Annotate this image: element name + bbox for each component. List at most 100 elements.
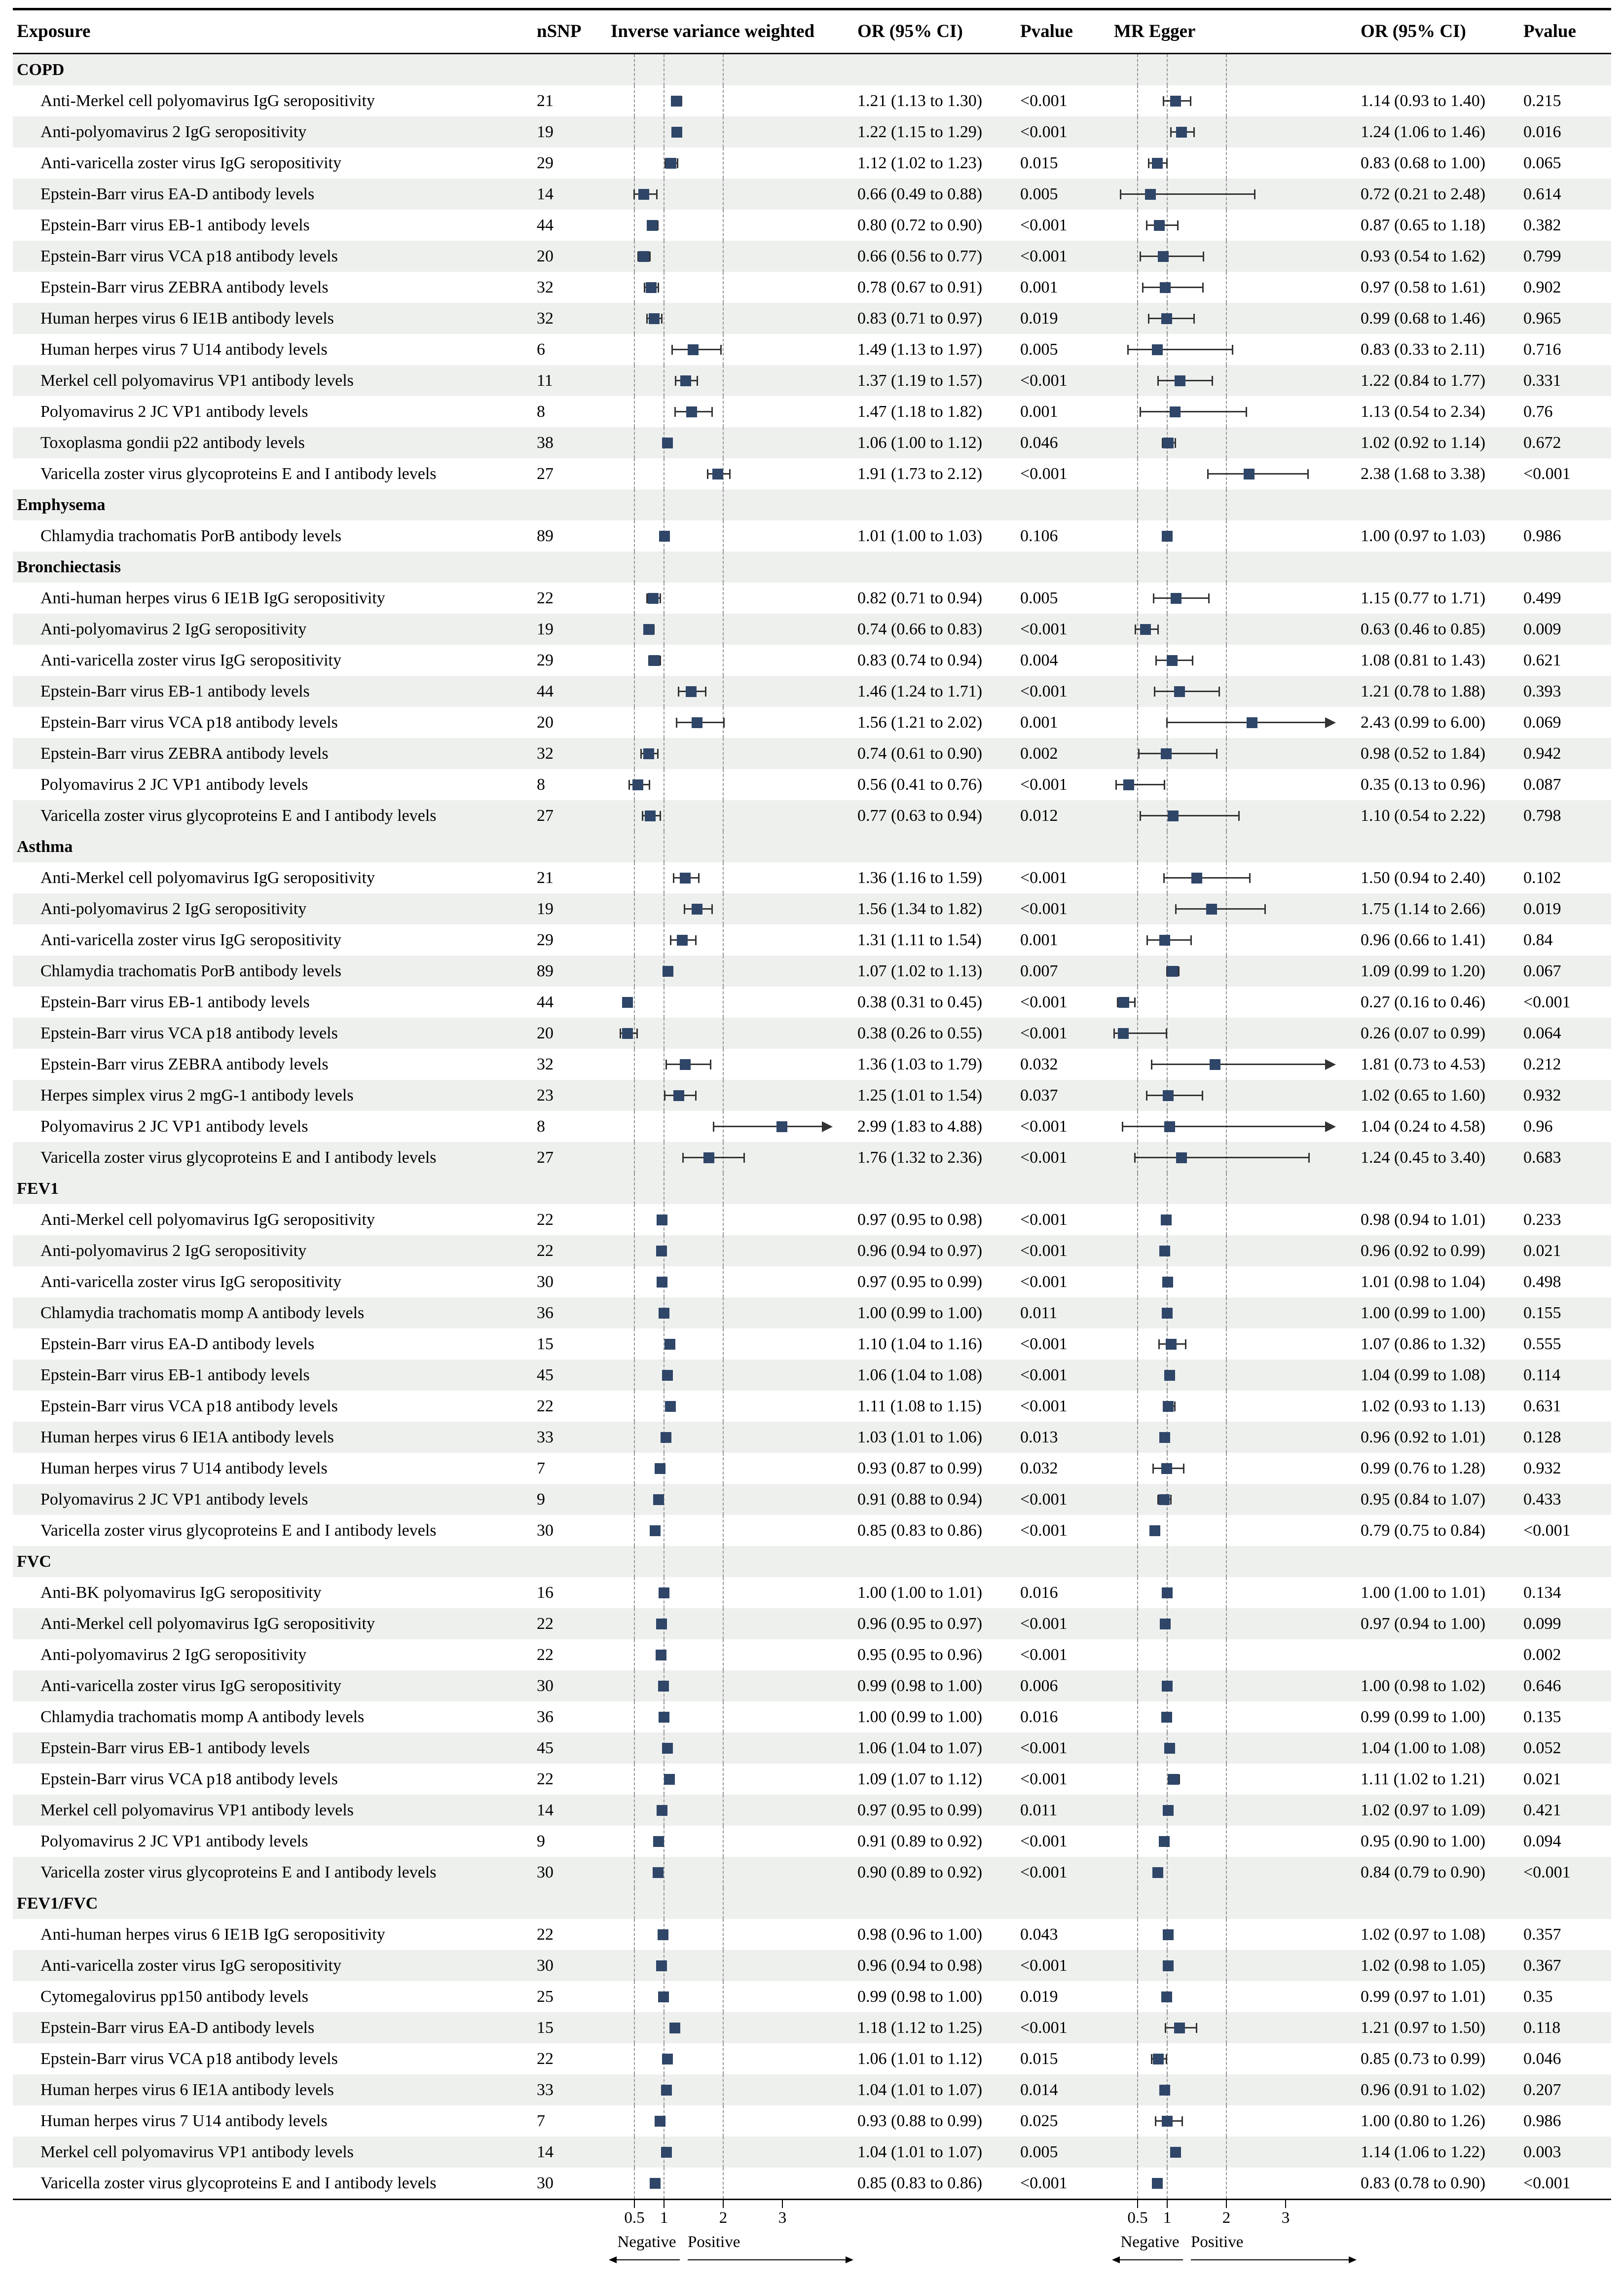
ivw-forest-cell: [610, 1670, 856, 1701]
egger-pvalue: 0.621: [1523, 651, 1561, 669]
reference-line: [634, 1266, 635, 1297]
nsnp-value: 23: [537, 1086, 554, 1105]
ci-cap-left: [1207, 469, 1209, 479]
egger-pvalue: 0.135: [1523, 1708, 1561, 1726]
or-point-marker: [654, 1463, 665, 1474]
egger-pvalue: 0.433: [1523, 1490, 1561, 1509]
reference-line: [1167, 1515, 1168, 1546]
egger-pvalue: 0.499: [1523, 589, 1561, 607]
reference-line: [1167, 831, 1168, 862]
reference-line: [1226, 552, 1227, 583]
ivw-pvalue: 0.001: [1020, 713, 1058, 732]
or-point-marker: [1166, 1338, 1177, 1350]
clipped-ci-arrow-icon: [1325, 1059, 1336, 1070]
reference-line: [634, 1328, 635, 1360]
reference-line: [634, 831, 635, 862]
egger-forest-cell: [1113, 1204, 1360, 1235]
reference-line: [634, 365, 635, 396]
ci-cap-right: [1196, 2023, 1197, 2033]
reference-line: [634, 1546, 635, 1577]
exposure-row: Epstein-Barr virus EB-1 antibody levels 4…: [13, 210, 1611, 241]
ivw-pvalue: <0.001: [1020, 993, 1068, 1011]
or-point-marker: [1162, 1587, 1173, 1598]
reference-line: [634, 645, 635, 676]
or-point-marker: [1191, 872, 1202, 884]
nsnp-value: 6: [537, 340, 545, 359]
ivw-or-text: 0.77 (0.63 to 0.94): [857, 807, 983, 825]
reference-line: [723, 1546, 724, 1577]
exposure-name: Epstein-Barr virus VCA p18 antibody leve…: [40, 1397, 338, 1415]
ivw-or-text: 0.85 (0.83 to 0.86): [857, 1521, 983, 1540]
ivw-or-text: 1.47 (1.18 to 1.82): [857, 403, 983, 421]
egger-or-text: 1.04 (1.00 to 1.08): [1361, 1739, 1486, 1757]
ci-cap-right: [1157, 624, 1159, 634]
or-point-marker: [671, 126, 683, 138]
egger-pvalue: 0.155: [1523, 1304, 1561, 1322]
egger-forest-cell: [1113, 583, 1360, 614]
egger-forest-cell: [1113, 552, 1360, 583]
egger-or-text: 0.87 (0.65 to 1.18): [1361, 216, 1486, 234]
ivw-forest-cell: [610, 147, 856, 179]
reference-line: [1137, 85, 1138, 116]
egger-or-text: 0.96 (0.66 to 1.41): [1361, 931, 1486, 949]
egger-or-text: 1.00 (0.99 to 1.00): [1361, 1304, 1486, 1322]
ci-cap-left: [641, 810, 643, 821]
reference-line: [1137, 365, 1138, 396]
nsnp-value: 20: [537, 1024, 554, 1042]
reference-line: [634, 1391, 635, 1422]
egger-forest-cell: [1113, 1701, 1360, 1732]
reference-line: [1137, 738, 1138, 769]
reference-line: [1137, 1484, 1138, 1515]
egger-pvalue: 0.102: [1523, 869, 1561, 887]
egger-or-text: 1.07 (0.86 to 1.32): [1361, 1335, 1486, 1353]
exposure-name: Epstein-Barr virus EB-1 antibody levels: [40, 1366, 310, 1384]
reference-line: [723, 489, 724, 520]
col-header-egger-pvalue: Pvalue: [1523, 21, 1576, 41]
ivw-forest-cell: [610, 303, 856, 334]
ci-cap-right: [659, 655, 661, 665]
egger-pvalue: 0.052: [1523, 1739, 1561, 1757]
egger-pvalue: 0.094: [1523, 1832, 1561, 1850]
ci-cap-left: [1139, 251, 1141, 261]
or-point-marker: [653, 1836, 664, 1847]
ivw-or-text: 1.91 (1.73 to 2.12): [857, 465, 983, 483]
egger-forest-cell: [1113, 1049, 1360, 1080]
reference-line: [1137, 1888, 1138, 1919]
ivw-forest-cell: [610, 2012, 856, 2043]
reference-line: [1226, 1422, 1227, 1453]
or-point-marker: [776, 1121, 787, 1132]
ci-cap-left: [1113, 1028, 1115, 1038]
negative-arrowhead-icon: [1112, 2256, 1120, 2263]
ivw-pvalue: 0.014: [1020, 2081, 1058, 2099]
egger-forest-cell: [1113, 1888, 1360, 1919]
ivw-pvalue: <0.001: [1020, 2174, 1068, 2192]
axis-tick: [634, 2200, 635, 2208]
ivw-pvalue: 0.007: [1020, 962, 1058, 980]
exposure-name: Chlamydia trachomatis momp A antibody le…: [40, 1708, 365, 1726]
or-point-marker: [671, 95, 682, 107]
nsnp-value: 9: [537, 1832, 545, 1850]
egger-forest-cell: [1113, 396, 1360, 427]
egger-or-text: [1360, 54, 1522, 85]
or-point-marker: [712, 468, 724, 479]
reference-line: [1226, 614, 1227, 645]
exposure-row: Anti-varicella zoster virus IgG seroposi…: [13, 147, 1611, 179]
egger-or-text: 1.04 (0.24 to 4.58): [1361, 1117, 1486, 1136]
egger-forest-cell: [1113, 956, 1360, 987]
reference-line: [1226, 987, 1227, 1018]
reference-line: [723, 1297, 724, 1328]
or-point-marker: [1161, 313, 1172, 324]
reference-line: [723, 552, 724, 583]
egger-or-text: 0.83 (0.68 to 1.00): [1361, 154, 1486, 172]
ci-cap-left: [644, 282, 646, 293]
ivw-or-text: 1.00 (0.99 to 1.00): [857, 1708, 983, 1726]
egger-or-text: 0.72 (0.21 to 2.48): [1361, 185, 1486, 203]
egger-pvalue: 0.003: [1523, 2143, 1561, 2161]
ivw-forest-cell: [610, 738, 856, 769]
ivw-pvalue: 0.001: [1020, 278, 1058, 296]
ivw-pvalue: [1019, 1888, 1113, 1919]
egger-pvalue: [1522, 1888, 1611, 1919]
ci-cap-right: [1245, 406, 1247, 417]
egger-pvalue: 0.672: [1523, 434, 1561, 452]
ci-cap-right: [657, 748, 659, 759]
